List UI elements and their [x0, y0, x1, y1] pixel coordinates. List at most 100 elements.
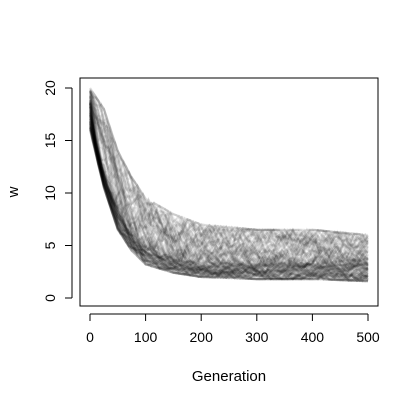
series-line: [89, 90, 369, 254]
series-line: [88, 106, 369, 273]
series-line: [88, 121, 369, 282]
series-line: [88, 124, 369, 282]
series-line: [88, 99, 369, 267]
series-line: [88, 127, 369, 283]
series-line: [88, 112, 369, 277]
series-line: [88, 89, 369, 245]
x-tick-label: 300: [245, 329, 269, 345]
series-line: [88, 112, 369, 277]
series-line: [89, 87, 369, 243]
series-line: [88, 102, 369, 275]
series-line: [88, 104, 369, 271]
y-axis: 0 5 10 15 20: [42, 80, 73, 302]
series-line: [88, 129, 369, 281]
series-line: [88, 101, 369, 266]
series-line: [88, 103, 369, 271]
series-line: [88, 116, 369, 280]
series-line: [88, 106, 369, 273]
series-line: [88, 126, 369, 281]
series-line: [88, 106, 369, 271]
series-line: [88, 129, 369, 283]
y-tick-label: 5: [42, 241, 58, 249]
series-line: [88, 89, 369, 251]
series-line: [88, 127, 369, 282]
x-tick-label: 200: [190, 329, 214, 345]
series-line: [88, 103, 369, 269]
series-line: [88, 102, 369, 270]
series-line: [88, 114, 369, 278]
series-line: [88, 91, 369, 247]
series-line: [88, 98, 369, 268]
series-line: [88, 114, 369, 277]
y-tick-label: 15: [42, 133, 58, 149]
y-tick-label: 0: [42, 294, 58, 302]
series-line: [88, 123, 369, 282]
series-line: [88, 115, 369, 275]
y-tick-label: 20: [42, 80, 58, 96]
series-line: [88, 92, 369, 261]
series-line: [88, 109, 369, 273]
series-line: [88, 117, 369, 274]
series-line: [88, 107, 369, 273]
series-line: [88, 105, 369, 274]
series-line: [88, 109, 369, 275]
series-line: [88, 120, 369, 282]
series-line: [88, 127, 369, 283]
series-line: [88, 103, 369, 273]
series-line: [88, 100, 369, 267]
series-line: [88, 97, 369, 259]
series-line: [88, 121, 369, 283]
series-line: [88, 126, 369, 281]
series-line: [88, 105, 369, 277]
series-line: [88, 95, 369, 267]
series-line: [88, 129, 369, 283]
series-line: [88, 110, 369, 276]
series-line: [88, 116, 369, 278]
x-axis: 0 100 200 300 400 500: [86, 313, 380, 345]
series-line: [88, 101, 369, 268]
series-line: [88, 99, 369, 266]
series-line: [88, 99, 369, 267]
series-line: [89, 93, 369, 262]
plot-box: [79, 77, 379, 307]
series-line: [88, 95, 369, 256]
series-line: [89, 92, 369, 257]
series-line: [88, 120, 369, 282]
series-line: [88, 127, 369, 283]
series-line: [88, 123, 369, 283]
series-line: [88, 121, 369, 282]
series-line: [88, 106, 369, 279]
series-line: [88, 112, 369, 275]
series-line: [88, 95, 369, 254]
series-line: [89, 90, 369, 246]
x-tick-label: 100: [134, 329, 158, 345]
y-axis-title: w: [5, 186, 22, 198]
series-line: [88, 91, 369, 252]
series-line: [88, 103, 369, 271]
series-line: [89, 92, 369, 258]
series-line: [88, 123, 369, 281]
series-line: [88, 129, 369, 283]
series-line: [88, 121, 369, 281]
series-line: [88, 126, 369, 283]
series-line: [88, 110, 369, 274]
series-line: [88, 101, 369, 269]
series-line: [88, 118, 369, 279]
series-line: [88, 118, 369, 283]
series-line: [88, 124, 369, 283]
series-line: [88, 99, 369, 264]
series-line: [88, 114, 369, 278]
series-line: [88, 114, 369, 279]
series-line: [89, 89, 369, 246]
series-line: [88, 118, 369, 278]
y-tick-label: 10: [42, 185, 58, 201]
series-line: [88, 127, 369, 282]
series-line: [88, 103, 369, 271]
x-tick-label: 500: [356, 329, 380, 345]
series-line: [88, 114, 369, 278]
series-line: [88, 112, 369, 277]
series-line: [88, 88, 369, 256]
series-line: [88, 97, 369, 268]
series-line: [89, 90, 369, 252]
